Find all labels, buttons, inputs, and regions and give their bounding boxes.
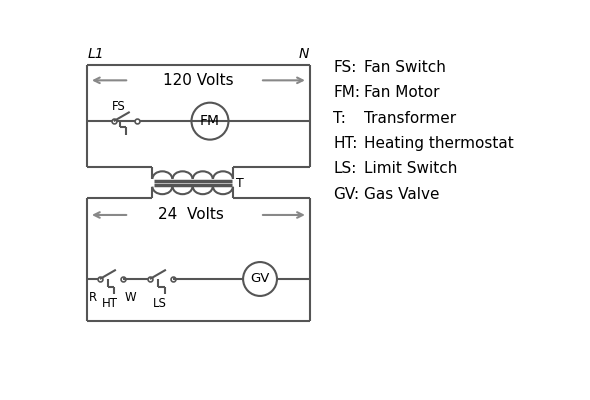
Text: HT: HT	[102, 298, 118, 310]
Text: GV: GV	[250, 272, 270, 286]
Text: N: N	[299, 47, 309, 61]
Text: Transformer: Transformer	[364, 110, 456, 126]
Text: Fan Switch: Fan Switch	[364, 60, 446, 75]
Text: L1: L1	[87, 47, 104, 61]
Text: FM: FM	[200, 114, 220, 128]
Text: Heating thermostat: Heating thermostat	[364, 136, 514, 151]
Text: Limit Switch: Limit Switch	[364, 161, 457, 176]
Text: FS:: FS:	[333, 60, 356, 75]
Text: W: W	[124, 291, 136, 304]
Text: T: T	[236, 177, 244, 190]
Text: T:: T:	[333, 110, 346, 126]
Text: FS: FS	[112, 100, 126, 114]
Text: Fan Motor: Fan Motor	[364, 85, 440, 100]
Text: R: R	[89, 291, 97, 304]
Text: 24  Volts: 24 Volts	[158, 208, 224, 222]
Text: LS:: LS:	[333, 161, 356, 176]
Text: FM:: FM:	[333, 85, 360, 100]
Text: 120 Volts: 120 Volts	[163, 73, 234, 88]
Text: LS: LS	[153, 298, 167, 310]
Text: HT:: HT:	[333, 136, 358, 151]
Text: Gas Valve: Gas Valve	[364, 187, 440, 202]
Text: GV:: GV:	[333, 187, 359, 202]
